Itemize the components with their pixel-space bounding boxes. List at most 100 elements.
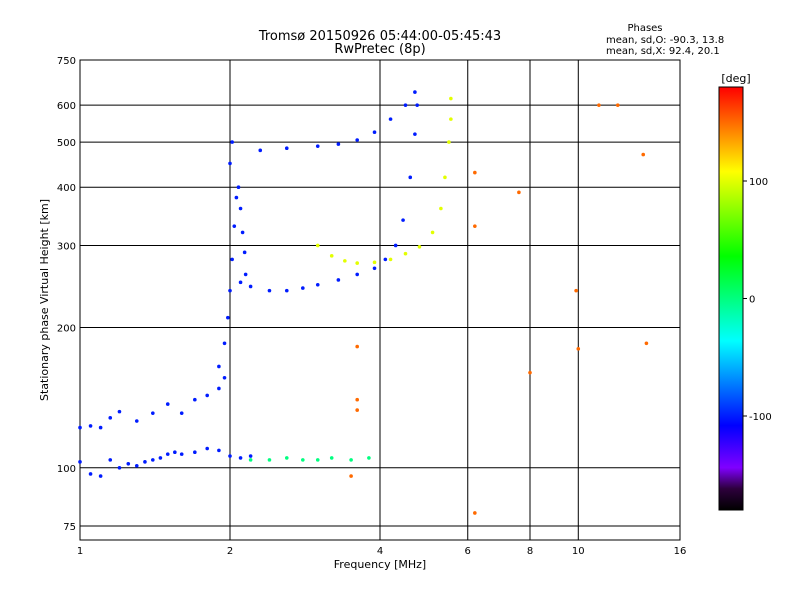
- data-point: [258, 148, 263, 153]
- y-tick-label: 400: [57, 183, 76, 194]
- data-point: [597, 103, 601, 107]
- data-point: [238, 206, 243, 211]
- data-point: [88, 472, 93, 476]
- data-point: [267, 458, 272, 462]
- data-point: [315, 282, 320, 287]
- data-point: [143, 460, 147, 464]
- data-point: [408, 175, 413, 180]
- data-point: [165, 452, 170, 456]
- data-point: [134, 419, 139, 423]
- data-point: [439, 206, 443, 211]
- data-point: [355, 261, 359, 265]
- colorbar-gradient: [718, 86, 744, 511]
- data-point: [151, 411, 155, 415]
- y-tick-label: 500: [57, 138, 76, 149]
- x-tick-label: 8: [527, 546, 533, 557]
- data-point: [473, 170, 477, 175]
- data-point: [217, 386, 221, 391]
- data-point: [236, 185, 241, 190]
- x-tick-label: 1: [77, 546, 83, 557]
- data-point: [336, 142, 341, 146]
- data-point: [108, 458, 113, 462]
- y-axis-label: Stationary phase Virtual Height [km]: [38, 199, 51, 401]
- data-point: [417, 245, 422, 249]
- data-point: [117, 466, 122, 470]
- y-tick-label: 100: [57, 464, 76, 475]
- data-point: [193, 397, 197, 402]
- colorbar-tick-label: 100: [749, 177, 768, 188]
- data-point: [284, 288, 289, 293]
- data-point: [336, 278, 341, 282]
- data-point: [222, 376, 227, 380]
- data-point: [473, 511, 477, 515]
- data-point: [401, 218, 405, 222]
- data-point: [449, 96, 453, 101]
- data-point: [151, 458, 155, 462]
- stats-line-o: mean, sd,O: -90.3, 13.8: [606, 35, 724, 46]
- data-point: [329, 254, 334, 258]
- y-tick-label: 600: [57, 101, 76, 112]
- data-point: [230, 140, 234, 144]
- stats-heading: Phases: [627, 23, 662, 34]
- data-point: [644, 341, 649, 346]
- data-point: [78, 425, 82, 430]
- data-point: [372, 260, 377, 265]
- data-point: [243, 272, 248, 277]
- data-point: [388, 257, 393, 262]
- y-tick-label: 200: [57, 324, 76, 335]
- data-point: [430, 230, 435, 235]
- data-point: [388, 117, 393, 121]
- data-point: [226, 315, 230, 320]
- data-point: [383, 257, 388, 262]
- chart-title: Tromsø 20150926 05:44:00-05:45:43: [258, 29, 501, 44]
- data-point: [413, 90, 417, 94]
- data-point: [217, 364, 221, 369]
- y-tick-label: 300: [57, 241, 76, 252]
- data-point: [415, 103, 419, 107]
- data-point: [158, 456, 163, 460]
- data-point: [367, 456, 371, 460]
- data-point: [248, 284, 253, 289]
- data-point: [403, 103, 408, 107]
- x-tick-label: 16: [674, 546, 687, 557]
- data-point: [228, 161, 232, 166]
- data-point: [234, 195, 239, 200]
- data-point: [576, 347, 581, 351]
- data-point: [126, 462, 131, 466]
- x-tick-label: 6: [465, 546, 471, 557]
- data-point: [372, 266, 377, 271]
- data-point: [343, 259, 347, 263]
- data-point: [238, 456, 243, 460]
- data-point: [88, 424, 93, 428]
- plot-area: 1 2 4 6 8 10 16 75 100 200 300 400 500 600 750: [57, 56, 686, 557]
- data-point: [134, 463, 139, 468]
- data-point: [517, 190, 521, 195]
- data-point: [242, 250, 247, 255]
- data-point: [179, 411, 184, 415]
- x-axis-label: Frequency [MHz]: [334, 558, 426, 571]
- data-point: [528, 370, 532, 375]
- data-point: [228, 454, 232, 458]
- colorbar-label: [deg]: [721, 72, 750, 85]
- data-point: [248, 458, 253, 462]
- data-point: [615, 103, 620, 107]
- colorbar-tick-label: 0: [749, 295, 755, 306]
- data-point: [108, 416, 113, 420]
- data-point: [315, 144, 320, 148]
- data-point: [355, 272, 359, 277]
- data-point: [267, 288, 272, 293]
- data-point: [355, 408, 359, 412]
- x-tick-label: 10: [572, 546, 585, 557]
- data-point: [329, 456, 334, 460]
- data-point: [238, 280, 243, 285]
- x-tick-label: 2: [227, 546, 233, 557]
- data-point: [248, 454, 253, 458]
- data-point: [217, 448, 221, 453]
- data-point: [240, 230, 245, 235]
- data-point: [449, 117, 453, 121]
- data-point: [315, 458, 320, 462]
- data-point: [315, 243, 320, 248]
- data-point: [641, 152, 646, 157]
- data-point: [355, 344, 359, 349]
